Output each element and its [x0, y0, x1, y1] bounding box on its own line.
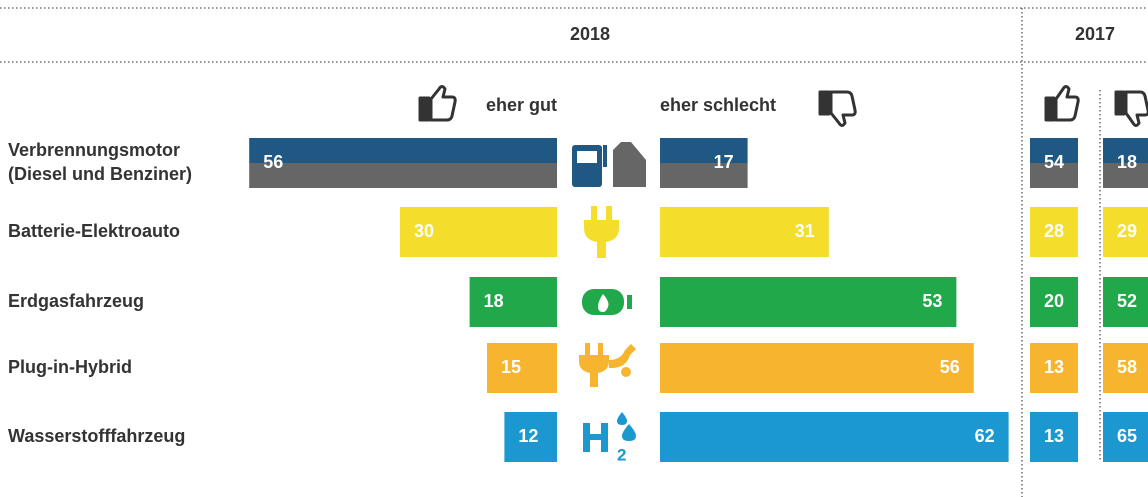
category-label: Erdgasfahrzeug	[8, 291, 144, 311]
bar	[504, 412, 557, 462]
bar	[660, 343, 974, 393]
thumbs-down-icon	[1114, 90, 1148, 127]
value-box	[1030, 412, 1078, 462]
legend-label: eher schlecht	[660, 95, 776, 115]
category-label: Plug-in-Hybrid	[8, 357, 132, 377]
value-box	[1103, 412, 1148, 462]
value-box	[1103, 138, 1148, 163]
period-title: 2017	[1075, 24, 1115, 44]
hybrid-icon	[579, 343, 636, 387]
value-box	[1030, 343, 1078, 393]
value-label: 18	[484, 291, 504, 311]
value-label: 20	[1044, 291, 1064, 311]
value-label: 28	[1044, 221, 1064, 241]
category-label: Wasserstofffahrzeug	[8, 426, 185, 446]
value-label: 54	[1044, 152, 1064, 172]
value-label: 18	[1117, 152, 1137, 172]
fuel-icon	[572, 142, 646, 187]
category-label: Verbrennungsmotor (Diesel und Benziner)	[8, 140, 192, 184]
value-label: 13	[1044, 357, 1064, 377]
value-label: 15	[501, 357, 521, 377]
bar	[660, 163, 748, 188]
value-label: 56	[263, 152, 283, 172]
value-box	[1030, 163, 1078, 188]
bar	[660, 412, 1009, 462]
value-box	[1030, 277, 1078, 327]
bar	[469, 277, 557, 327]
value-label: 56	[940, 357, 960, 377]
value-box	[1030, 138, 1078, 163]
value-label: 53	[922, 291, 942, 311]
legend-label: eher gut	[486, 95, 557, 115]
value-label: 12	[518, 426, 538, 446]
value-label: 31	[795, 221, 815, 241]
value-box	[1030, 207, 1078, 257]
value-label: 65	[1117, 426, 1137, 446]
period-title: 2018	[570, 24, 610, 44]
value-box	[1103, 277, 1148, 327]
bar	[660, 207, 829, 257]
value-box	[1103, 163, 1148, 188]
value-label: 17	[714, 152, 734, 172]
value-label: 58	[1117, 357, 1137, 377]
gas-icon	[582, 289, 632, 315]
bar	[249, 163, 557, 188]
bar	[249, 138, 557, 163]
value-label: 62	[975, 426, 995, 446]
value-box	[1103, 207, 1148, 257]
value-label: 29	[1117, 221, 1137, 241]
thumbs-up-icon	[418, 85, 457, 122]
value-label: 30	[414, 221, 434, 241]
bar	[660, 277, 957, 327]
bar	[400, 207, 557, 257]
icon-text: 2	[617, 445, 626, 464]
thumbs-up-icon	[1044, 85, 1080, 122]
thumbs-down-icon	[818, 90, 857, 127]
hydrogen-icon: 2	[583, 412, 636, 464]
value-label: 13	[1044, 426, 1064, 446]
value-box	[1103, 343, 1148, 393]
plug-icon	[584, 206, 619, 258]
bar	[660, 138, 748, 163]
bar	[487, 343, 557, 393]
category-label: Batterie-Elektroauto	[8, 221, 180, 241]
value-label: 52	[1117, 291, 1137, 311]
